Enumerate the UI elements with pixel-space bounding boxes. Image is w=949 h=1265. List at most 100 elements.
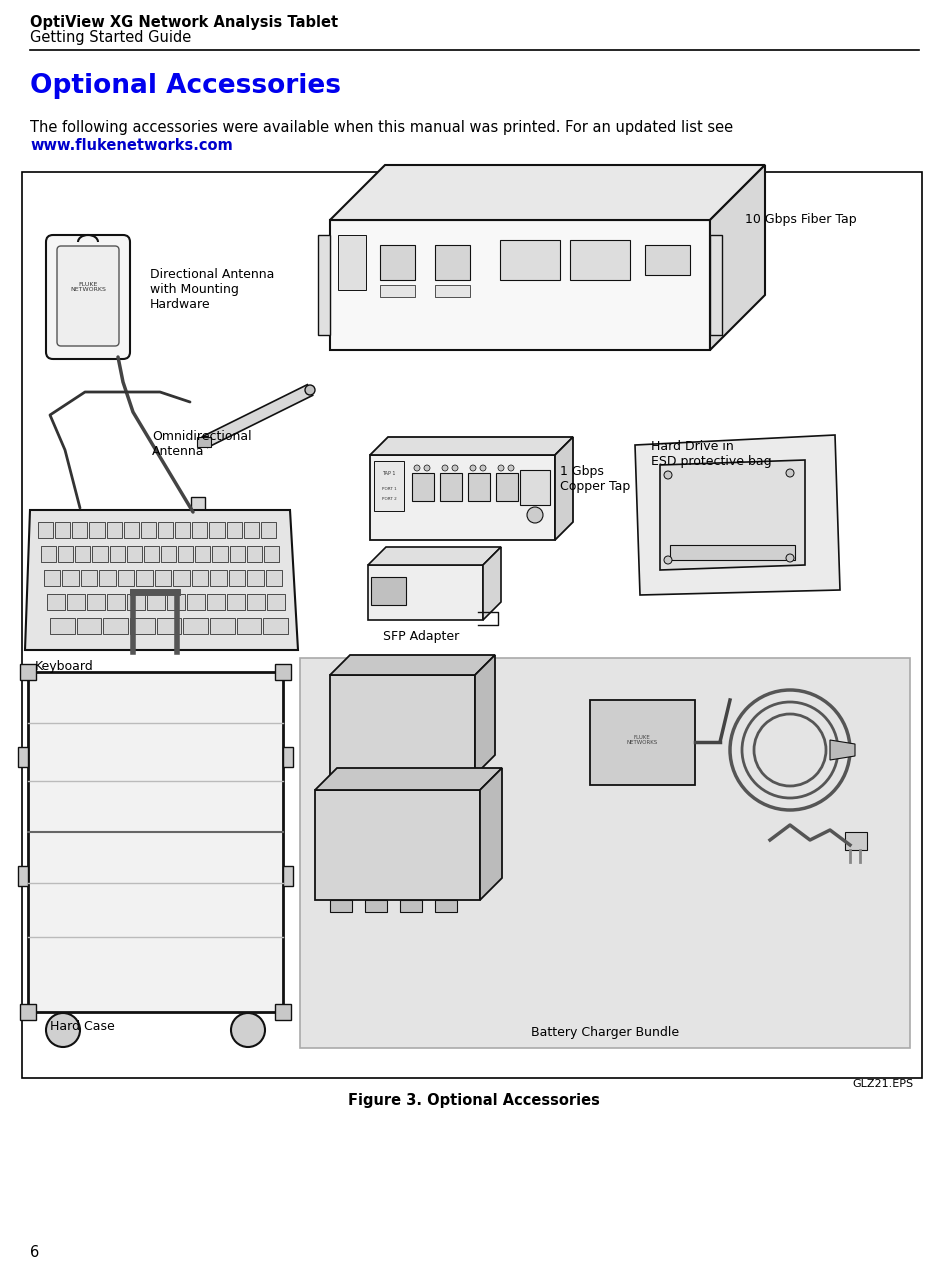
Bar	[261, 522, 276, 538]
Bar	[44, 571, 61, 586]
Bar	[87, 595, 105, 610]
Text: Optional Accessories: Optional Accessories	[30, 73, 341, 99]
Polygon shape	[330, 655, 495, 676]
Bar	[207, 595, 225, 610]
Bar	[330, 899, 352, 912]
Circle shape	[442, 466, 448, 471]
Polygon shape	[555, 436, 573, 540]
Bar	[157, 619, 181, 634]
Text: Battery Charger Bundle: Battery Charger Bundle	[530, 1026, 679, 1039]
Polygon shape	[370, 455, 555, 540]
Bar	[845, 832, 867, 850]
Polygon shape	[202, 385, 312, 448]
Polygon shape	[660, 460, 805, 571]
Bar	[127, 595, 145, 610]
Bar	[176, 522, 191, 538]
Bar	[266, 571, 282, 586]
Bar	[41, 546, 56, 562]
Bar	[118, 571, 135, 586]
Bar	[178, 546, 194, 562]
Bar	[412, 473, 434, 501]
Bar	[89, 522, 104, 538]
Text: FLUKE
NETWORKS: FLUKE NETWORKS	[70, 282, 106, 292]
Circle shape	[46, 1013, 80, 1047]
Bar	[244, 522, 259, 538]
Polygon shape	[483, 546, 501, 620]
Text: Omnidirectional
Antenna: Omnidirectional Antenna	[152, 430, 251, 458]
Bar	[58, 546, 73, 562]
Circle shape	[452, 466, 458, 471]
Bar	[388, 775, 410, 787]
Bar	[426, 775, 448, 787]
Bar	[365, 899, 387, 912]
Bar	[496, 473, 518, 501]
Bar	[20, 664, 36, 681]
Bar	[520, 471, 550, 505]
Bar	[106, 522, 121, 538]
Polygon shape	[635, 435, 840, 595]
Circle shape	[305, 385, 315, 395]
Bar	[227, 595, 245, 610]
Bar	[50, 619, 75, 634]
Bar	[247, 595, 265, 610]
Bar	[570, 240, 630, 280]
Bar	[318, 235, 330, 335]
Bar	[210, 619, 234, 634]
Bar	[195, 546, 211, 562]
Bar	[103, 619, 128, 634]
Bar	[300, 658, 910, 1047]
Bar	[161, 546, 177, 562]
Circle shape	[508, 466, 514, 471]
Bar	[435, 245, 470, 280]
Bar	[18, 748, 28, 767]
Polygon shape	[28, 672, 283, 1012]
Bar	[167, 595, 185, 610]
Polygon shape	[475, 655, 495, 775]
Text: 10 Gbps Fiber Tap: 10 Gbps Fiber Tap	[745, 213, 857, 226]
Bar	[187, 595, 205, 610]
Bar	[229, 571, 245, 586]
Bar	[137, 571, 153, 586]
Bar	[144, 546, 159, 562]
Circle shape	[189, 509, 207, 526]
Polygon shape	[480, 768, 502, 899]
FancyBboxPatch shape	[46, 235, 130, 359]
Bar	[72, 522, 87, 538]
Polygon shape	[368, 546, 501, 565]
Bar	[468, 473, 490, 501]
Bar	[81, 571, 98, 586]
Bar	[140, 522, 156, 538]
Bar	[174, 571, 190, 586]
Bar	[100, 571, 116, 586]
Bar	[435, 899, 457, 912]
Bar	[374, 460, 404, 511]
Bar	[20, 1004, 36, 1020]
Bar	[109, 546, 124, 562]
Bar	[67, 595, 85, 610]
Circle shape	[664, 471, 672, 479]
Bar	[158, 522, 173, 538]
Bar	[130, 619, 155, 634]
Text: PORT 2: PORT 2	[381, 497, 397, 501]
Bar	[247, 546, 262, 562]
Text: The following accessories were available when this manual was printed. For an up: The following accessories were available…	[30, 120, 734, 135]
Bar	[18, 867, 28, 886]
Text: FLUKE
NETWORKS: FLUKE NETWORKS	[626, 735, 658, 745]
Bar	[192, 571, 208, 586]
Circle shape	[664, 557, 672, 564]
Bar	[275, 664, 291, 681]
Bar	[210, 522, 225, 538]
Text: Figure 3. Optional Accessories: Figure 3. Optional Accessories	[348, 1093, 600, 1108]
Bar	[22, 172, 922, 1078]
Bar	[380, 285, 415, 297]
Bar	[147, 595, 165, 610]
Polygon shape	[25, 510, 298, 650]
Circle shape	[498, 466, 504, 471]
Bar	[247, 571, 264, 586]
Polygon shape	[315, 768, 502, 791]
Text: www.flukenetworks.com: www.flukenetworks.com	[30, 138, 233, 153]
Polygon shape	[368, 565, 483, 620]
Polygon shape	[330, 164, 765, 220]
Bar	[193, 522, 208, 538]
Bar	[670, 545, 795, 560]
